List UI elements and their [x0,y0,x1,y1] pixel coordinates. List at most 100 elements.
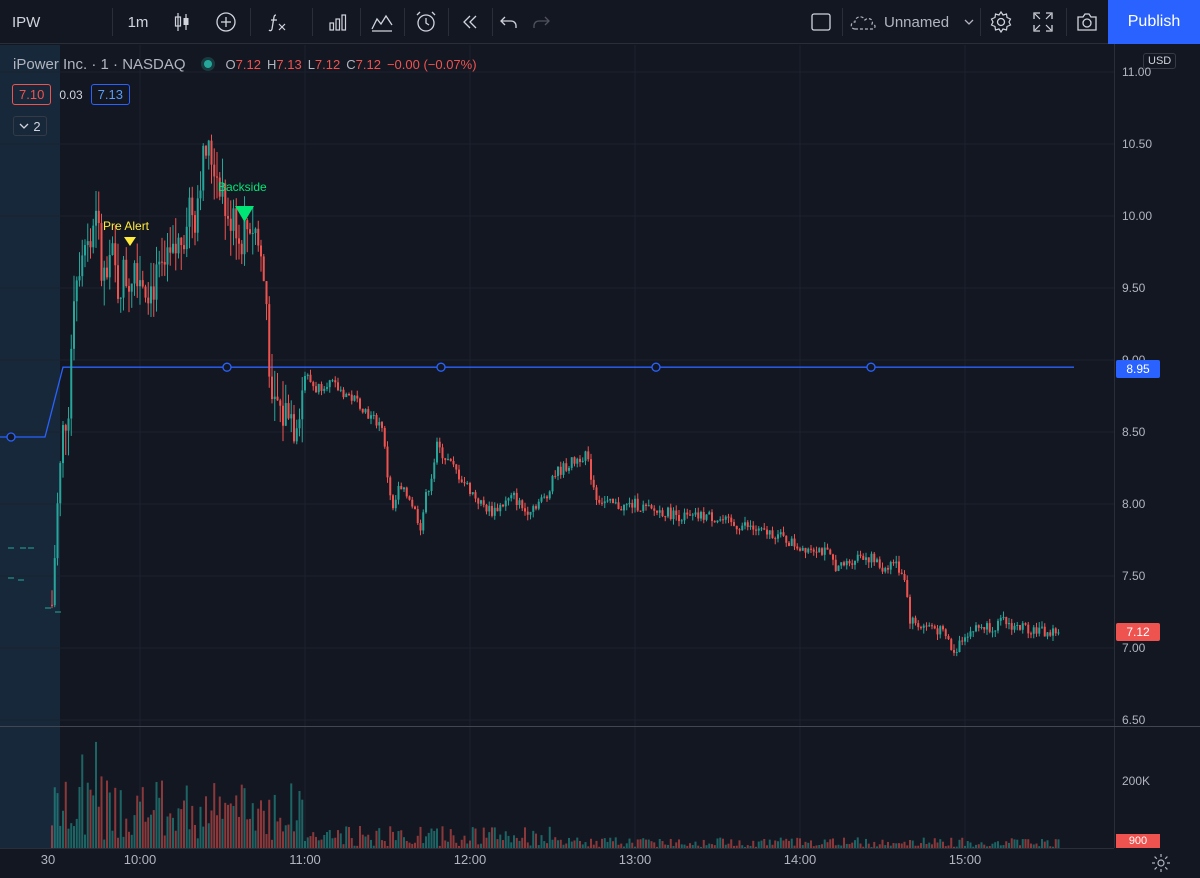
candle-body [576,458,579,464]
volume-bar [375,830,378,848]
settings-button[interactable] [984,0,1018,44]
candle-body [719,519,722,521]
candle-body [975,625,977,632]
candle-body [689,514,691,516]
candle-body [108,254,111,278]
candle-body [185,226,188,250]
financials-button[interactable] [318,0,358,44]
volume-bar [518,840,521,848]
candle-body [944,629,947,637]
volume-bar [601,838,603,848]
redo-button[interactable] [526,0,556,44]
candle-body [925,625,928,627]
volume-bar [658,838,661,848]
candle-body [922,625,925,628]
volume-bar [317,840,320,848]
sell-button[interactable]: 7.10 [12,84,52,105]
volume-bar [279,817,282,848]
pane-separator[interactable] [0,726,1200,727]
legend-collapse-button[interactable]: 2 [13,116,47,136]
alert-button[interactable] [406,0,446,44]
volume-bar [348,827,350,848]
chart-style-button[interactable] [162,0,202,44]
buy-button[interactable]: 7.13 [90,84,130,105]
volume-bar [482,827,485,848]
volume-bar [636,839,639,848]
indicators-button[interactable] [256,0,300,44]
candle-body [298,419,301,429]
candle-body [78,276,81,281]
undo-button[interactable] [494,0,524,44]
volume-bar [427,832,430,848]
candle-body [196,198,199,233]
interval-button[interactable]: 1m [127,13,149,31]
settings-icon[interactable] [1150,852,1172,874]
time-axis[interactable] [0,848,1114,878]
candle-body [427,490,430,493]
line-handle [436,362,446,372]
volume-bar [502,840,504,848]
price-axis[interactable] [1114,44,1200,848]
candle-body [537,501,540,509]
currency-label[interactable]: USD [1143,53,1177,69]
candle-body [309,374,312,383]
volume-bar [829,839,832,848]
candle-body [672,510,675,520]
candle-body [887,568,889,570]
redo-icon [533,16,550,28]
compare-button[interactable] [206,0,246,44]
candle-body [617,502,620,509]
candle-body [634,498,636,508]
candle-body [1043,626,1046,637]
volume-bar [53,787,56,848]
volume-bar [183,800,185,848]
volume-bar [471,827,474,848]
publish-button[interactable]: Publish [1108,0,1200,44]
candle-body [133,263,136,284]
layout-button[interactable] [806,0,836,44]
price-tick-label: 7.00 [1122,641,1146,655]
volume-bar [430,828,433,848]
volume-bar [361,834,364,848]
templates-button[interactable] [362,0,402,44]
indicator-count: 2 [33,118,41,134]
candle-body [862,555,865,560]
candle-body [986,623,988,630]
fullscreen-button[interactable] [1026,0,1060,44]
candle-body [513,492,515,496]
candle-body [933,626,936,629]
market-status-dot [203,60,212,68]
volume-tick: 200K [1122,774,1151,788]
volume-bar [612,841,614,848]
candle-body [106,267,108,278]
candle-body [889,562,892,570]
candle-body [917,623,920,628]
candle-body [1046,632,1049,637]
price-tick-label: 6.50 [1122,713,1146,727]
candle-body [202,145,205,191]
candle-body [282,405,284,426]
candle-body [557,466,559,477]
candle-body [832,554,834,560]
replay-icon [463,15,477,29]
volume-bar [268,799,271,848]
snapshot-button[interactable] [1070,0,1104,44]
candle-body [1032,627,1035,634]
volume-bar [425,836,427,848]
volume-bar [301,799,304,848]
candle-body [697,512,700,519]
volume-bar [86,782,89,848]
save-layout-button[interactable]: Unnamed [848,0,976,44]
volume-bar [436,828,438,848]
candle-body [240,243,243,255]
volume-bar [933,838,936,848]
volume-bar [84,834,86,848]
replay-button[interactable] [450,0,490,44]
candle-body [502,504,504,507]
candle-body [568,467,570,471]
candle-body [372,414,375,416]
symbol-search-button[interactable]: IPW [12,13,41,31]
candle-body [675,510,678,515]
volume-bar [785,838,788,848]
